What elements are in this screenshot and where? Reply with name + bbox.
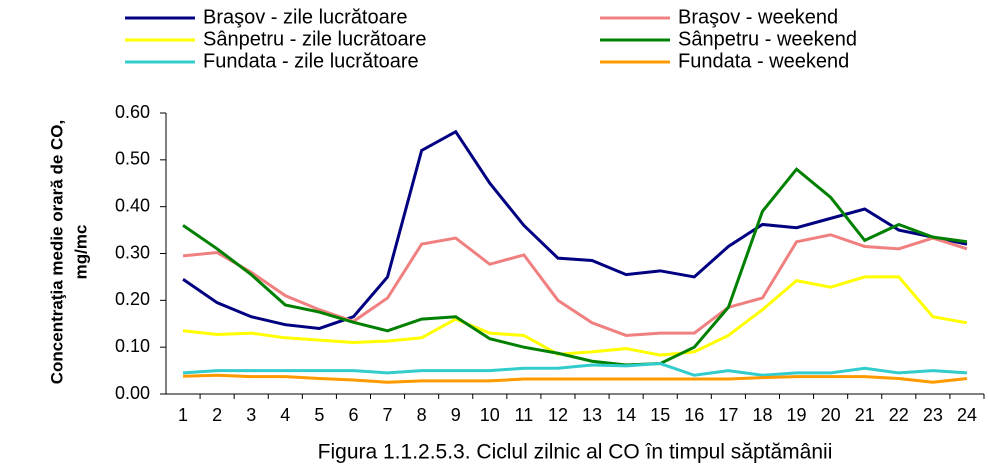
x-tick-label: 2	[212, 405, 222, 425]
y-axis-label: mg/mc	[71, 225, 90, 280]
series-line	[183, 373, 968, 384]
x-tick-label: 22	[889, 405, 909, 425]
y-tick-label: 0.30	[115, 242, 150, 262]
x-tick-label: 10	[480, 405, 500, 425]
y-tick-label: 0.60	[115, 102, 150, 122]
x-tick-label: 18	[752, 405, 772, 425]
x-tick-label: 3	[246, 405, 256, 425]
x-tick-label: 9	[451, 405, 461, 425]
series-line	[182, 275, 968, 357]
x-tick-label: 14	[616, 405, 636, 425]
legend-label: Sânpetru - zile lucrătoare	[203, 28, 426, 50]
y-tick-label: 0.00	[115, 383, 150, 403]
x-tick-label: 11	[515, 405, 534, 425]
legend-label: Braşov - zile lucrătoare	[203, 6, 408, 28]
x-tick-label: 15	[650, 405, 670, 425]
series-line	[182, 233, 968, 337]
x-tick-label: 17	[718, 405, 738, 425]
legend-label: Braşov - weekend	[678, 6, 838, 28]
x-tick-label: 16	[684, 405, 704, 425]
x-tick-label: 7	[383, 405, 393, 425]
y-tick-label: 0.50	[115, 149, 150, 169]
x-tick-label: 8	[417, 405, 427, 425]
legend-label: Fundata - weekend	[678, 50, 849, 72]
x-tick-label: 1	[178, 405, 188, 425]
legend-label: Fundata - zile lucrătoare	[203, 50, 419, 72]
y-tick-label: 0.10	[115, 336, 150, 356]
x-tick-label: 21	[855, 405, 875, 425]
x-tick-label: 24	[957, 405, 977, 425]
series-line	[182, 167, 968, 367]
y-tick-label: 0.20	[115, 289, 150, 309]
series-line	[182, 362, 968, 377]
caption: Figura 1.1.2.5.3. Ciclul zilnic al CO în…	[318, 441, 833, 464]
x-tick-label: 23	[923, 405, 943, 425]
x-tick-label: 6	[348, 405, 358, 425]
x-tick-label: 5	[314, 405, 324, 425]
x-tick-label: 12	[548, 405, 568, 425]
x-tick-label: 19	[787, 405, 807, 425]
y-tick-label: 0.40	[115, 195, 150, 215]
x-tick-label: 13	[582, 405, 602, 425]
series-line	[182, 129, 968, 330]
x-tick-label: 20	[821, 405, 841, 425]
y-axis-label: Concentraţia medie orară de CO,	[47, 120, 66, 385]
legend-label: Sânpetru - weekend	[678, 28, 857, 50]
x-tick-label: 4	[280, 405, 290, 425]
